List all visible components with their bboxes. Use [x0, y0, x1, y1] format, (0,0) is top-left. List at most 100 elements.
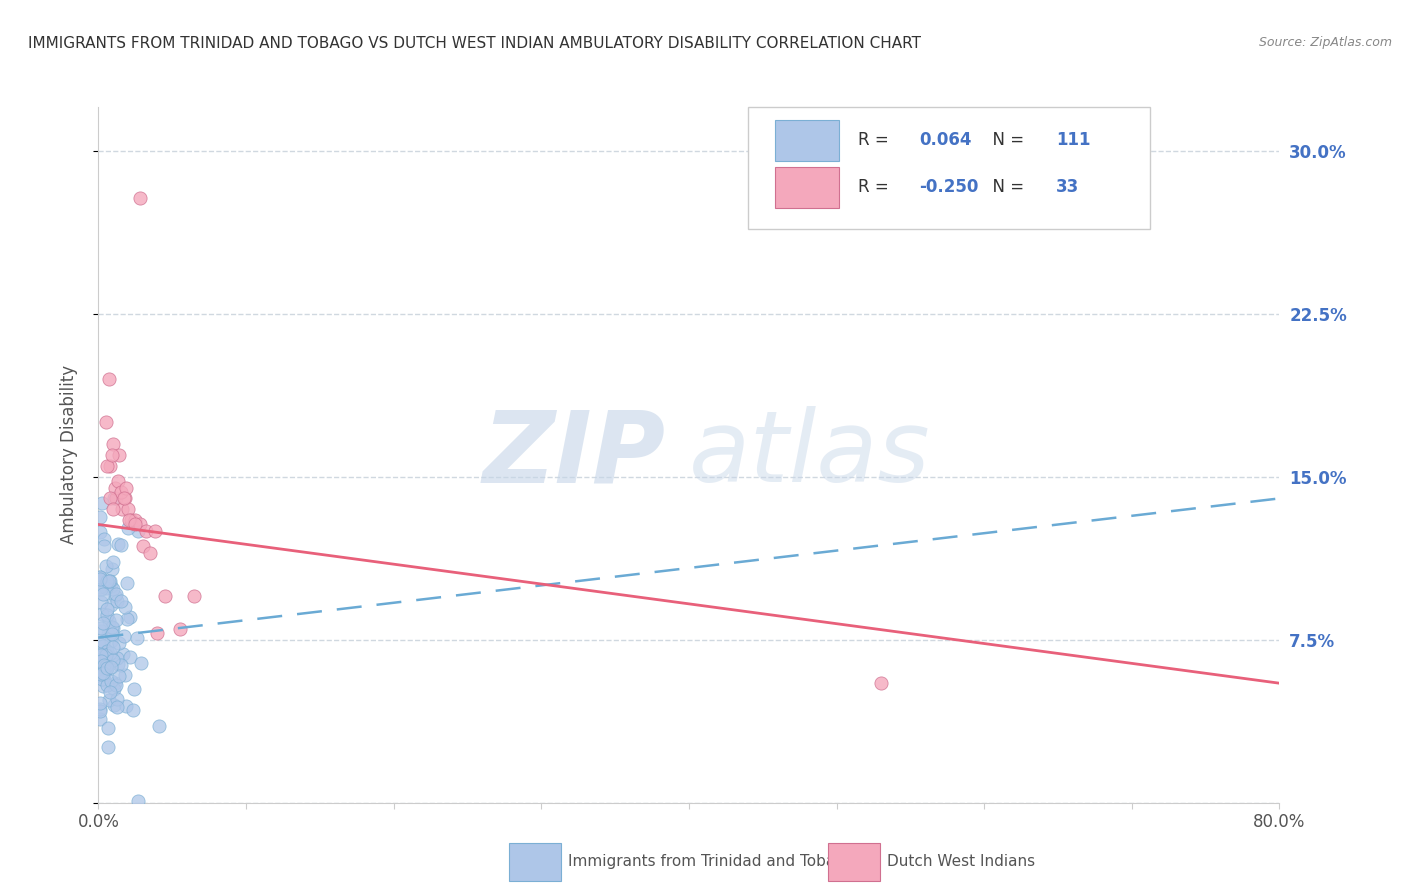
- Point: [90, 635, 112, 649]
- Point: [90, 624, 112, 638]
- Point: [97, 574, 120, 589]
- Text: N =: N =: [981, 131, 1029, 150]
- Point: [115, 698, 138, 713]
- Text: N =: N =: [981, 178, 1029, 196]
- Point: [107, 474, 129, 488]
- Point: [98, 491, 121, 506]
- Point: [90, 582, 112, 596]
- Point: [90, 595, 112, 609]
- Point: [90, 653, 112, 667]
- Point: [89, 702, 111, 716]
- Point: [91, 587, 114, 601]
- Y-axis label: Ambulatory Disability: Ambulatory Disability: [59, 366, 77, 544]
- Point: [98, 458, 121, 473]
- Point: [118, 513, 141, 527]
- Text: Immigrants from Trinidad and Tobago: Immigrants from Trinidad and Tobago: [568, 855, 855, 870]
- Point: [103, 582, 125, 597]
- Point: [94, 558, 117, 573]
- Point: [108, 668, 131, 682]
- Point: [112, 491, 135, 506]
- Point: [111, 647, 134, 661]
- Point: [107, 635, 129, 649]
- Point: [96, 658, 118, 673]
- Point: [96, 645, 118, 659]
- Point: [183, 589, 205, 603]
- Point: [89, 712, 111, 726]
- Point: [90, 667, 112, 681]
- Point: [100, 448, 122, 462]
- Text: Source: ZipAtlas.com: Source: ZipAtlas.com: [1258, 36, 1392, 49]
- Point: [107, 537, 129, 551]
- Point: [110, 594, 132, 608]
- Point: [90, 652, 112, 666]
- Point: [89, 510, 111, 524]
- Point: [100, 660, 122, 674]
- Point: [94, 646, 117, 660]
- Point: [103, 437, 125, 451]
- Point: [107, 692, 129, 706]
- Point: [98, 574, 121, 588]
- Text: IMMIGRANTS FROM TRINIDAD AND TOBAGO VS DUTCH WEST INDIAN AMBULATORY DISABILITY C: IMMIGRANTS FROM TRINIDAD AND TOBAGO VS D…: [28, 36, 921, 51]
- Point: [101, 627, 124, 641]
- Point: [91, 647, 114, 661]
- Point: [89, 647, 111, 661]
- Point: [118, 649, 141, 664]
- Point: [97, 626, 120, 640]
- Point: [91, 666, 114, 681]
- Point: [103, 698, 125, 712]
- Point: [115, 575, 138, 590]
- Text: ZIP: ZIP: [482, 407, 665, 503]
- Text: Dutch West Indians: Dutch West Indians: [887, 855, 1035, 870]
- Point: [153, 589, 176, 603]
- Point: [97, 372, 120, 386]
- Point: [110, 538, 132, 552]
- Point: [93, 532, 115, 546]
- Point: [104, 675, 127, 690]
- Point: [101, 621, 124, 635]
- Point: [90, 673, 112, 687]
- Point: [89, 524, 111, 539]
- Point: [91, 640, 114, 654]
- FancyBboxPatch shape: [828, 843, 880, 880]
- FancyBboxPatch shape: [775, 120, 839, 161]
- Point: [124, 513, 146, 527]
- Point: [103, 555, 125, 569]
- Point: [96, 458, 118, 473]
- FancyBboxPatch shape: [509, 843, 561, 880]
- Text: -0.250: -0.250: [920, 178, 979, 196]
- Point: [107, 657, 129, 672]
- Point: [104, 613, 127, 627]
- Point: [94, 415, 117, 429]
- Point: [98, 614, 121, 628]
- Point: [148, 719, 170, 733]
- Point: [100, 562, 122, 576]
- Point: [107, 594, 129, 608]
- Point: [104, 590, 127, 604]
- Point: [120, 513, 142, 527]
- Point: [93, 666, 115, 681]
- Point: [105, 678, 128, 692]
- Point: [122, 682, 145, 697]
- Point: [124, 517, 146, 532]
- Point: [129, 656, 152, 670]
- Point: [118, 610, 141, 624]
- Point: [125, 631, 148, 645]
- FancyBboxPatch shape: [775, 167, 839, 208]
- Point: [112, 629, 135, 643]
- Point: [121, 703, 143, 717]
- Point: [89, 569, 111, 583]
- Point: [110, 657, 132, 672]
- Point: [104, 587, 127, 601]
- Point: [101, 620, 124, 634]
- Point: [115, 612, 138, 626]
- Point: [114, 491, 136, 506]
- Point: [127, 794, 149, 808]
- Text: 0.064: 0.064: [920, 131, 972, 150]
- Point: [96, 574, 118, 589]
- Point: [90, 648, 112, 662]
- Point: [101, 640, 124, 654]
- Point: [115, 481, 138, 495]
- Point: [114, 667, 136, 681]
- Point: [103, 491, 125, 505]
- Point: [103, 653, 125, 667]
